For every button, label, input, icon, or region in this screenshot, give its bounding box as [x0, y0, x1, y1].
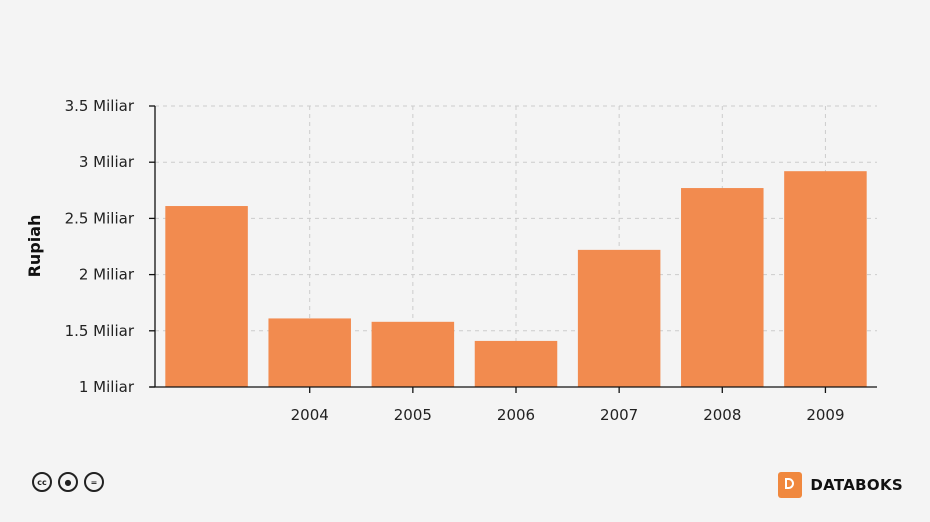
bar-2007[interactable] [577, 249, 661, 387]
y-tick-label: 2 Miliar [79, 266, 135, 284]
bar-chart: 1 Miliar 1.5 Miliar 2 Miliar 2.5 Miliar 3 Mi… [25, 97, 877, 424]
bar-2006[interactable] [474, 340, 558, 387]
cc-icon[interactable]: cc [32, 472, 52, 492]
databoks-logo-icon [778, 472, 803, 498]
x-tick-label: 2004 [291, 406, 329, 424]
bar-2003[interactable] [165, 206, 248, 387]
x-tick-label: 2006 [497, 406, 535, 424]
bar-2004[interactable] [268, 318, 351, 387]
y-tick-label: 1 Miliar [79, 378, 135, 396]
axes [149, 105, 877, 393]
y-axis-label: Rupiah [25, 215, 44, 278]
y-tick-label: 1.5 Miliar [65, 322, 135, 340]
x-tick-label: 2009 [806, 406, 844, 424]
y-tick-label: 3.5 Miliar [65, 97, 135, 115]
y-tick-labels: 1 Miliar 1.5 Miliar 2 Miliar 2.5 Miliar 3 Mi… [65, 97, 135, 396]
license-icons: cc ● = [32, 472, 104, 492]
bar-2008[interactable] [681, 188, 764, 387]
x-tick-label: 2007 [600, 406, 638, 424]
bar-2005[interactable] [371, 321, 455, 387]
x-tick-labels: 2004 2005 2006 2007 2008 2009 [291, 406, 845, 424]
brand-logo[interactable]: DATABOKS [778, 472, 903, 498]
y-tick-label: 3 Miliar [79, 153, 135, 171]
x-tick-label: 2008 [703, 406, 741, 424]
y-tick-label: 2.5 Miliar [65, 209, 135, 227]
bar-2009[interactable] [784, 171, 867, 387]
bars-group [165, 171, 867, 387]
brand-name: DATABOKS [810, 476, 903, 494]
by-icon[interactable]: ● [58, 472, 78, 492]
x-tick-label: 2005 [394, 406, 432, 424]
nd-icon[interactable]: = [84, 472, 104, 492]
